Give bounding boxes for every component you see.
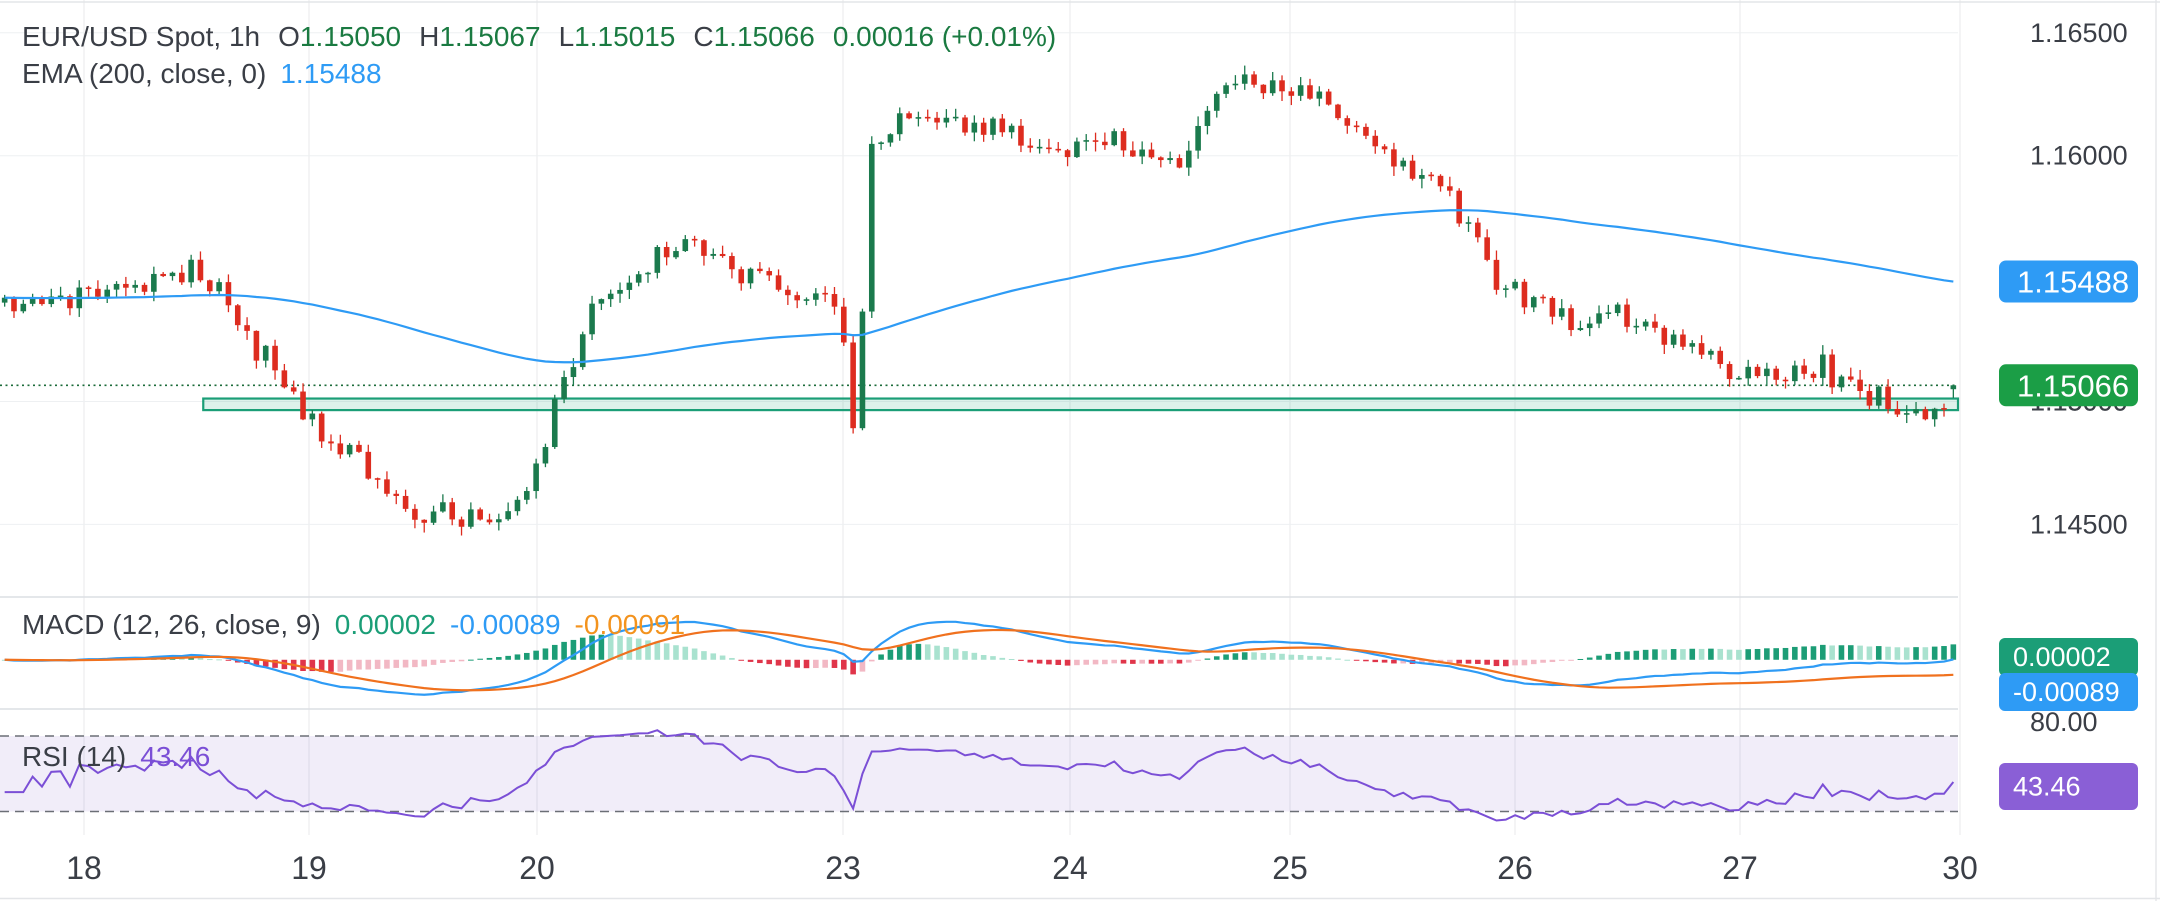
svg-text:1.15488: 1.15488: [2017, 265, 2129, 300]
svg-text:1.14500: 1.14500: [2030, 509, 2128, 539]
svg-text:24: 24: [1052, 850, 1088, 886]
svg-text:RSI (14)43.46: RSI (14) 43.46: [22, 741, 210, 772]
svg-text:MACD (12, 26, close, 9)0.00002: MACD (12, 26, close, 9) 0.00002 -0.00089 -0…: [22, 609, 685, 640]
svg-text:30: 30: [1942, 850, 1978, 886]
svg-text:19: 19: [291, 850, 327, 886]
svg-text:26: 26: [1497, 850, 1533, 886]
svg-text:EMA (200, close, 0)1.15488: EMA (200, close, 0) 1.15488: [22, 58, 382, 89]
svg-text:18: 18: [66, 850, 102, 886]
svg-text:80.00: 80.00: [2030, 707, 2098, 737]
svg-text:-0.00089: -0.00089: [2013, 677, 2120, 707]
svg-text:23: 23: [825, 850, 861, 886]
svg-text:1.15066: 1.15066: [2017, 368, 2129, 403]
svg-text:25: 25: [1272, 850, 1308, 886]
svg-text:20: 20: [519, 850, 555, 886]
svg-text:43.46: 43.46: [2013, 772, 2081, 802]
svg-text:1.16500: 1.16500: [2030, 18, 2128, 48]
svg-text:27: 27: [1722, 850, 1758, 886]
svg-text:0.00002: 0.00002: [2013, 642, 2111, 672]
svg-text:1.16000: 1.16000: [2030, 141, 2128, 171]
